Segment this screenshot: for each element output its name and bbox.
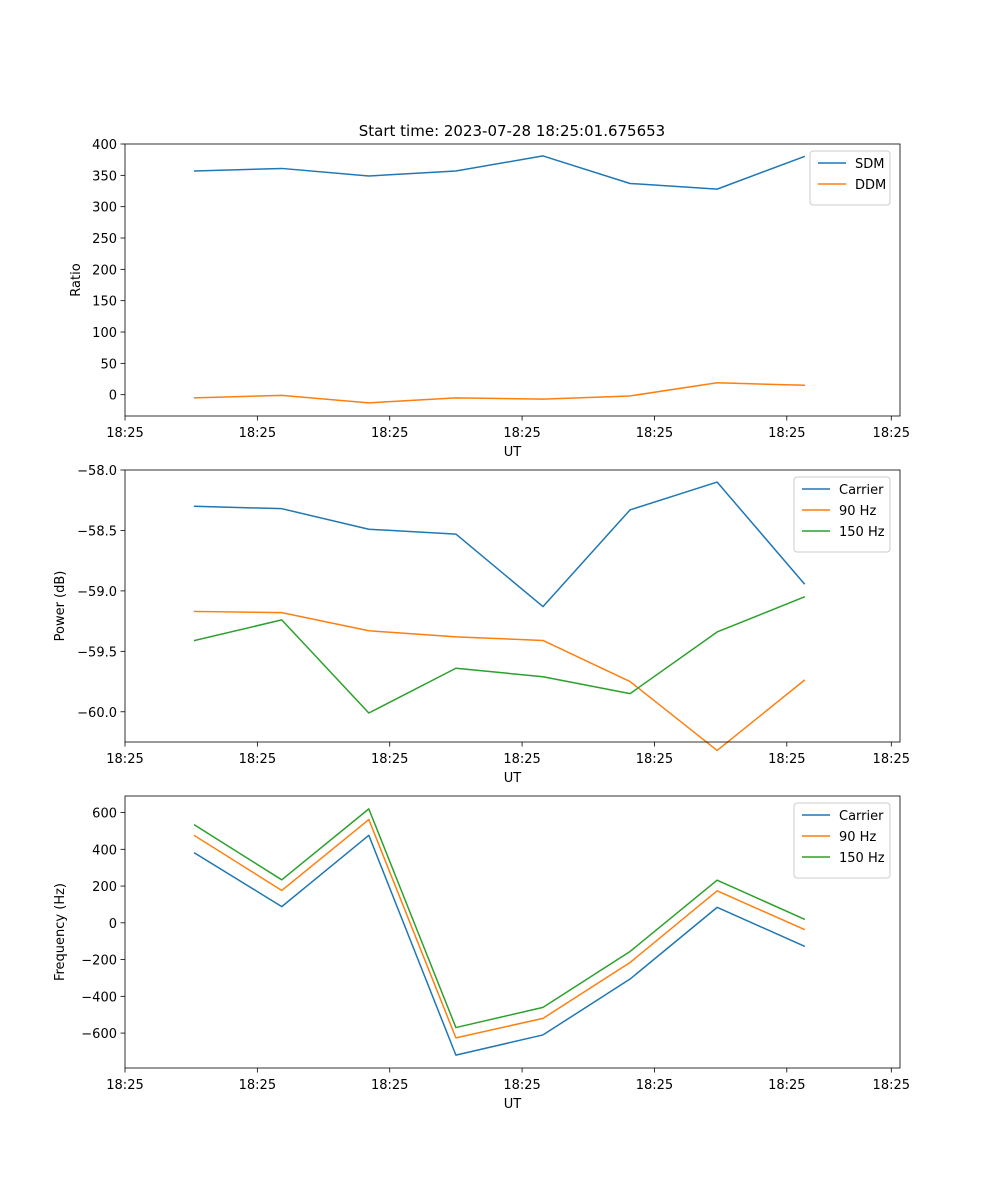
axes-frame [124, 143, 901, 417]
x-tick-label: 18:25 [239, 1078, 276, 1093]
x-tick-label: 18:25 [768, 426, 805, 441]
legend-box [793, 802, 891, 879]
series-line-150-hz [193, 595, 806, 714]
y-tick-label: −59.0 [77, 585, 117, 600]
x-axis-label: UT [504, 445, 522, 460]
x-tick-label: 18:25 [636, 752, 673, 767]
x-tick-label: 18:25 [106, 426, 143, 441]
y-tick-label: −58.0 [77, 464, 117, 479]
y-tick-label: 0 [109, 917, 117, 932]
x-tick-label: 18:25 [503, 426, 540, 441]
legend-label: DDM [855, 178, 886, 193]
x-tick-label: 18:25 [873, 426, 910, 441]
y-tick-label: 350 [92, 169, 117, 184]
x-tick-label: 18:25 [768, 752, 805, 767]
y-tick-label: −59.5 [77, 645, 117, 660]
legend: SDM DDM [809, 150, 891, 206]
y-tick-label: 250 [92, 232, 117, 247]
axes-frame [124, 795, 901, 1069]
legend-label: 90 Hz [839, 504, 876, 519]
y-tick-label: 300 [92, 201, 117, 216]
x-tick-label: 18:25 [636, 1078, 673, 1093]
legend-label: 150 Hz [839, 525, 885, 540]
y-tick-label: 200 [92, 263, 117, 278]
chart-panel-2: 18:25 18:25 18:25 18:25 18:25 18:25 18:25 −60.0… [53, 464, 910, 786]
y-tick-label: −58.5 [77, 524, 117, 539]
chart-panel-1: 18:25 18:25 18:25 18:25 18:25 18:25 18:25 0 50 10… [69, 138, 910, 460]
x-axis-label: UT [504, 1097, 522, 1112]
series-line-150-hz [193, 808, 806, 1029]
y-axis-label: Power (dB) [53, 571, 68, 642]
legend-label: 150 Hz [839, 851, 885, 866]
x-tick-label: 18:25 [371, 426, 408, 441]
x-tick-label: 18:25 [873, 1078, 910, 1093]
y-tick-label: −600 [81, 1027, 117, 1042]
y-axis-label: Ratio [69, 263, 84, 296]
legend-label: Carrier [839, 483, 884, 498]
y-tick-label: 400 [92, 138, 117, 153]
y-tick-label: 0 [109, 389, 117, 404]
legend-label: 90 Hz [839, 830, 876, 845]
x-tick-label: 18:25 [371, 1078, 408, 1093]
x-tick-label: 18:25 [106, 752, 143, 767]
legend-box [793, 476, 891, 553]
x-tick-label: 18:25 [768, 1078, 805, 1093]
x-tick-label: 18:25 [636, 426, 673, 441]
series-line-90-hz [193, 610, 806, 752]
x-axis-label: UT [504, 771, 522, 786]
x-tick-label: 18:25 [239, 752, 276, 767]
x-tick-label: 18:25 [503, 752, 540, 767]
legend: Carrier 90 Hz 150 Hz [793, 476, 891, 553]
legend-box [809, 150, 891, 206]
series-line-90-hz [193, 818, 806, 1039]
series-line-carrier [193, 834, 806, 1056]
y-tick-label: 100 [92, 326, 117, 341]
y-tick-label: 150 [92, 295, 117, 310]
chart-panel-3: 18:25 18:25 18:25 18:25 18:25 18:25 18:25 −600 −… [53, 795, 910, 1112]
y-tick-label: 400 [92, 843, 117, 858]
y-tick-label: −200 [81, 954, 117, 969]
x-tick-label: 18:25 [239, 426, 276, 441]
legend-label: Carrier [839, 809, 884, 824]
x-tick-label: 18:25 [503, 1078, 540, 1093]
x-tick-label: 18:25 [106, 1078, 143, 1093]
series-line-carrier [193, 481, 806, 608]
y-axis-label: Frequency (Hz) [53, 883, 68, 981]
x-tick-label: 18:25 [371, 752, 408, 767]
axes-frame [124, 469, 901, 743]
legend: Carrier 90 Hz 150 Hz [793, 802, 891, 879]
panels: 18:25 18:25 18:25 18:25 18:25 18:25 18:25 0 50 10… [53, 138, 910, 1112]
y-tick-label: 600 [92, 807, 117, 822]
y-tick-label: 200 [92, 880, 117, 895]
figure-title: Start time: 2023-07-28 18:25:01.675653 [359, 122, 665, 140]
y-tick-label: −400 [81, 990, 117, 1005]
x-tick-label: 18:25 [873, 752, 910, 767]
y-tick-label: 50 [100, 357, 117, 372]
legend-label: SDM [855, 157, 884, 172]
y-tick-label: −60.0 [77, 706, 117, 721]
series-line-ddm [193, 382, 805, 404]
series-line-sdm [193, 155, 806, 190]
